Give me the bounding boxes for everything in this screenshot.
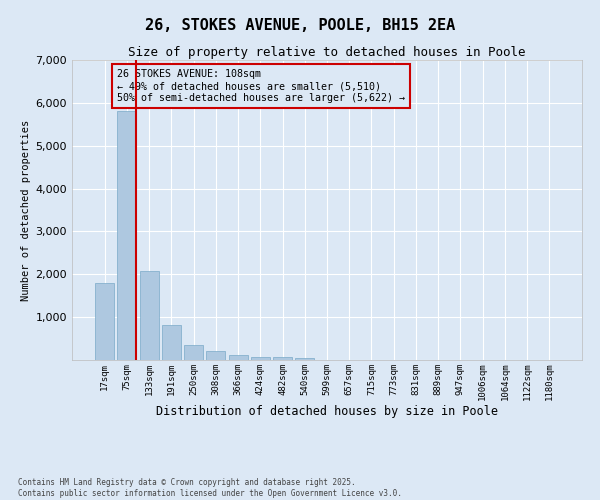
Bar — [118, 110, 136, 360]
Bar — [140, 271, 158, 360]
Text: 26 STOKES AVENUE: 108sqm
← 49% of detached houses are smaller (5,510)
50% of sem: 26 STOKES AVENUE: 108sqm ← 49% of detach… — [117, 70, 405, 102]
Text: Contains HM Land Registry data © Crown copyright and database right 2025.
Contai: Contains HM Land Registry data © Crown c… — [18, 478, 402, 498]
Bar — [251, 357, 270, 360]
Bar — [295, 358, 314, 360]
Y-axis label: Number of detached properties: Number of detached properties — [22, 120, 31, 300]
Bar — [95, 283, 114, 360]
X-axis label: Distribution of detached houses by size in Poole: Distribution of detached houses by size … — [156, 404, 498, 417]
Bar — [229, 356, 248, 360]
Bar — [162, 325, 181, 360]
Text: 26, STOKES AVENUE, POOLE, BH15 2EA: 26, STOKES AVENUE, POOLE, BH15 2EA — [145, 18, 455, 32]
Title: Size of property relative to detached houses in Poole: Size of property relative to detached ho… — [128, 46, 526, 59]
Bar — [184, 344, 203, 360]
Bar — [273, 357, 292, 360]
Bar — [206, 350, 225, 360]
